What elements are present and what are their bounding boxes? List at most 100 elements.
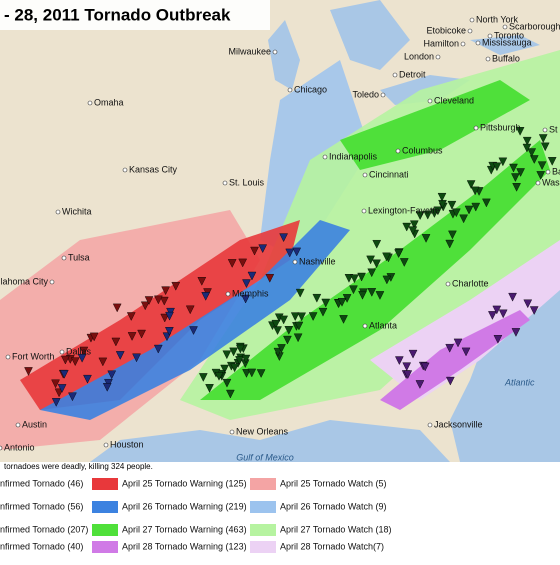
tornado-marker xyxy=(290,312,300,322)
tornado-marker xyxy=(61,355,70,365)
tornado-marker xyxy=(222,350,232,360)
city-label: London xyxy=(404,51,434,61)
tornado-marker xyxy=(242,279,251,288)
tornado-marker xyxy=(293,333,303,343)
tornado-marker xyxy=(107,370,117,380)
city-dot xyxy=(380,92,386,98)
tornado-marker xyxy=(273,326,282,335)
tornado-marker xyxy=(464,205,474,215)
tornado-marker xyxy=(482,198,491,208)
city-dot xyxy=(5,354,11,360)
city-label: Detroit xyxy=(399,69,426,79)
tornado-marker xyxy=(395,356,404,365)
tornado-marker xyxy=(161,286,170,296)
tornado-marker xyxy=(241,354,251,364)
legend-swatch xyxy=(250,524,276,536)
legend-label: April 26 Tornado Watch (9) xyxy=(280,501,387,511)
tornado-marker xyxy=(437,192,447,202)
tornado-marker xyxy=(68,392,77,402)
city-dot xyxy=(485,56,491,62)
tornado-marker xyxy=(488,311,497,320)
city-dot xyxy=(435,54,441,60)
city-label: Chicago xyxy=(294,84,327,94)
legend-swatch xyxy=(92,541,118,553)
tornado-marker xyxy=(198,373,208,382)
tornado-marker xyxy=(144,296,154,305)
city-label: St. Louis xyxy=(229,177,265,187)
lake-ontario xyxy=(470,35,540,55)
tornado-marker xyxy=(408,226,418,236)
tornado-marker xyxy=(508,292,517,302)
tornado-marker xyxy=(522,136,532,146)
tornado-marker xyxy=(160,313,170,323)
tornado-marker xyxy=(527,148,537,157)
city-label: Charlotte xyxy=(452,278,489,288)
tornado-marker xyxy=(227,259,237,268)
city-dot xyxy=(272,49,278,55)
tornado-marker xyxy=(423,210,433,220)
tornado-marker xyxy=(154,295,163,305)
tornado-marker xyxy=(339,315,348,324)
tornado-marker xyxy=(98,357,108,367)
tornado-marker xyxy=(493,335,503,344)
tornado-marker xyxy=(112,303,122,313)
tornado-marker xyxy=(271,319,281,329)
tornado-marker xyxy=(357,272,366,282)
city-dot xyxy=(15,422,21,428)
tornado-marker xyxy=(511,328,521,337)
tornado-marker xyxy=(516,168,525,177)
city-dot xyxy=(445,281,451,287)
tornado-marker xyxy=(402,222,412,232)
tornado-marker xyxy=(165,327,174,336)
tornado-marker xyxy=(159,296,169,306)
tornado-marker xyxy=(59,369,69,379)
tornado-marker xyxy=(498,157,508,167)
legend-label: April 25 Tornado Watch (5) xyxy=(280,478,387,488)
city-label: Fort Worth xyxy=(12,351,54,361)
watch-area xyxy=(370,240,560,400)
tornado-marker xyxy=(236,344,245,354)
tornado-marker xyxy=(308,312,318,321)
title: - 28, 2011 Tornado Outbreak xyxy=(4,5,231,24)
city-dot xyxy=(460,41,466,47)
tornado-marker xyxy=(214,372,224,381)
tornado-marker xyxy=(111,337,121,347)
tornado-marker xyxy=(445,343,455,353)
tornado-marker xyxy=(453,338,463,348)
tornado-marker xyxy=(132,353,141,363)
tornado-marker xyxy=(321,298,331,308)
city-label: Wash xyxy=(542,177,560,187)
tornado-marker xyxy=(547,157,557,166)
city-dot xyxy=(103,442,109,448)
tornado-marker xyxy=(295,288,305,298)
tornado-marker xyxy=(466,180,476,189)
city-label: Kansas City xyxy=(129,164,178,174)
legend-swatch xyxy=(92,478,118,490)
city-label: Etobicoke xyxy=(426,25,466,35)
tornado-marker xyxy=(230,363,239,373)
tornado-marker xyxy=(247,271,257,281)
tornado-marker xyxy=(220,364,229,374)
city-label: Antonio xyxy=(4,442,35,452)
tornado-marker xyxy=(382,275,392,285)
tornado-marker xyxy=(318,307,328,317)
city-label: Austin xyxy=(22,419,47,429)
city-dot xyxy=(0,445,3,451)
tornado-marker xyxy=(242,369,251,378)
tornado-marker xyxy=(79,346,89,356)
tornado-marker xyxy=(452,208,461,218)
tornado-marker xyxy=(265,274,275,283)
tornado-marker xyxy=(165,311,174,321)
city-dot xyxy=(473,125,479,131)
tornado-marker xyxy=(235,356,244,365)
warning-area xyxy=(340,80,530,170)
tornado-marker xyxy=(375,291,385,300)
city-label: Mississauga xyxy=(482,37,532,47)
city-dot xyxy=(61,255,67,261)
city-dot xyxy=(542,127,548,133)
tornado-marker xyxy=(538,134,548,143)
lake-huron xyxy=(330,0,410,70)
city-dot xyxy=(395,148,401,154)
tornado-marker xyxy=(115,351,125,360)
